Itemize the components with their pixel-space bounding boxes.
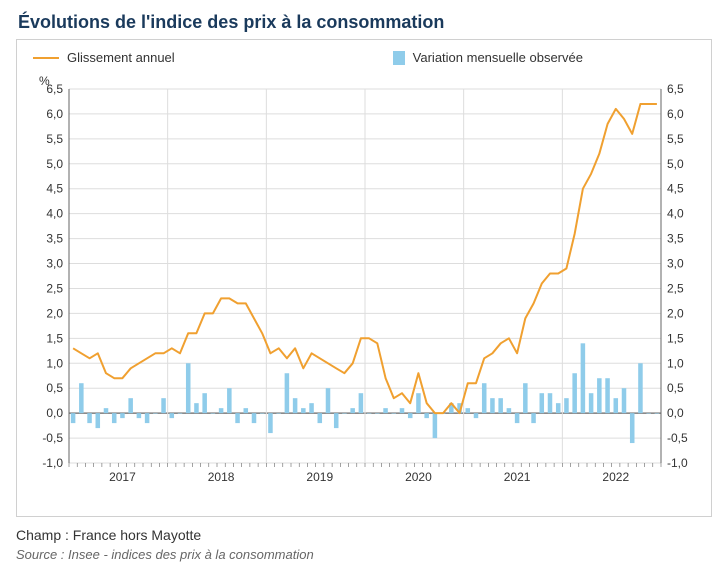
svg-text:6,5: 6,5 — [667, 82, 684, 96]
svg-text:0,0: 0,0 — [46, 406, 63, 420]
svg-text:5,0: 5,0 — [46, 157, 63, 171]
svg-text:0,0: 0,0 — [667, 406, 684, 420]
svg-text:1,0: 1,0 — [667, 356, 684, 370]
svg-text:2020: 2020 — [405, 470, 432, 484]
svg-text:6,0: 6,0 — [46, 107, 63, 121]
svg-text:-0,5: -0,5 — [42, 431, 63, 445]
svg-text:3,5: 3,5 — [667, 232, 684, 246]
svg-text:4,0: 4,0 — [667, 207, 684, 221]
svg-text:3,0: 3,0 — [667, 257, 684, 271]
svg-text:2017: 2017 — [109, 470, 136, 484]
svg-text:2,0: 2,0 — [46, 306, 63, 320]
source-text: Source : Insee - indices des prix à la c… — [16, 547, 712, 562]
footer: Champ : France hors Mayotte Source : Ins… — [16, 527, 712, 562]
legend-line-swatch — [33, 57, 59, 59]
svg-text:5,5: 5,5 — [667, 132, 684, 146]
svg-text:3,5: 3,5 — [46, 232, 63, 246]
svg-text:2018: 2018 — [208, 470, 235, 484]
svg-text:3,0: 3,0 — [46, 257, 63, 271]
svg-text:-1,0: -1,0 — [667, 456, 688, 470]
svg-text:6,0: 6,0 — [667, 107, 684, 121]
legend-line: Glissement annuel — [33, 50, 175, 65]
legend-line-label: Glissement annuel — [67, 50, 175, 65]
svg-text:2022: 2022 — [602, 470, 629, 484]
chart-svg: %-1,0-1,0-0,5-0,50,00,00,50,51,01,01,51,… — [27, 71, 703, 491]
plot-area: %-1,0-1,0-0,5-0,50,00,00,50,51,01,01,51,… — [27, 71, 701, 491]
svg-text:1,5: 1,5 — [667, 331, 684, 345]
legend-bar: Variation mensuelle observée — [393, 50, 583, 65]
svg-text:1,5: 1,5 — [46, 331, 63, 345]
svg-text:-1,0: -1,0 — [42, 456, 63, 470]
svg-text:0,5: 0,5 — [667, 381, 684, 395]
legend-bar-swatch — [393, 51, 405, 65]
svg-text:5,5: 5,5 — [46, 132, 63, 146]
svg-text:1,0: 1,0 — [46, 356, 63, 370]
svg-text:2019: 2019 — [306, 470, 333, 484]
svg-text:2,0: 2,0 — [667, 306, 684, 320]
svg-text:-0,5: -0,5 — [667, 431, 688, 445]
svg-text:5,0: 5,0 — [667, 157, 684, 171]
svg-text:6,5: 6,5 — [46, 82, 63, 96]
svg-text:2021: 2021 — [504, 470, 531, 484]
legend-bar-label: Variation mensuelle observée — [413, 50, 583, 65]
chart-title: Évolutions de l'indice des prix à la con… — [18, 12, 712, 33]
svg-text:2,5: 2,5 — [667, 281, 684, 295]
svg-text:4,5: 4,5 — [667, 182, 684, 196]
svg-text:0,5: 0,5 — [46, 381, 63, 395]
svg-text:4,0: 4,0 — [46, 207, 63, 221]
svg-text:2,5: 2,5 — [46, 281, 63, 295]
champ-text: Champ : France hors Mayotte — [16, 527, 712, 543]
legend: Glissement annuel Variation mensuelle ob… — [27, 48, 701, 71]
chart-card: Glissement annuel Variation mensuelle ob… — [16, 39, 712, 517]
svg-text:4,5: 4,5 — [46, 182, 63, 196]
